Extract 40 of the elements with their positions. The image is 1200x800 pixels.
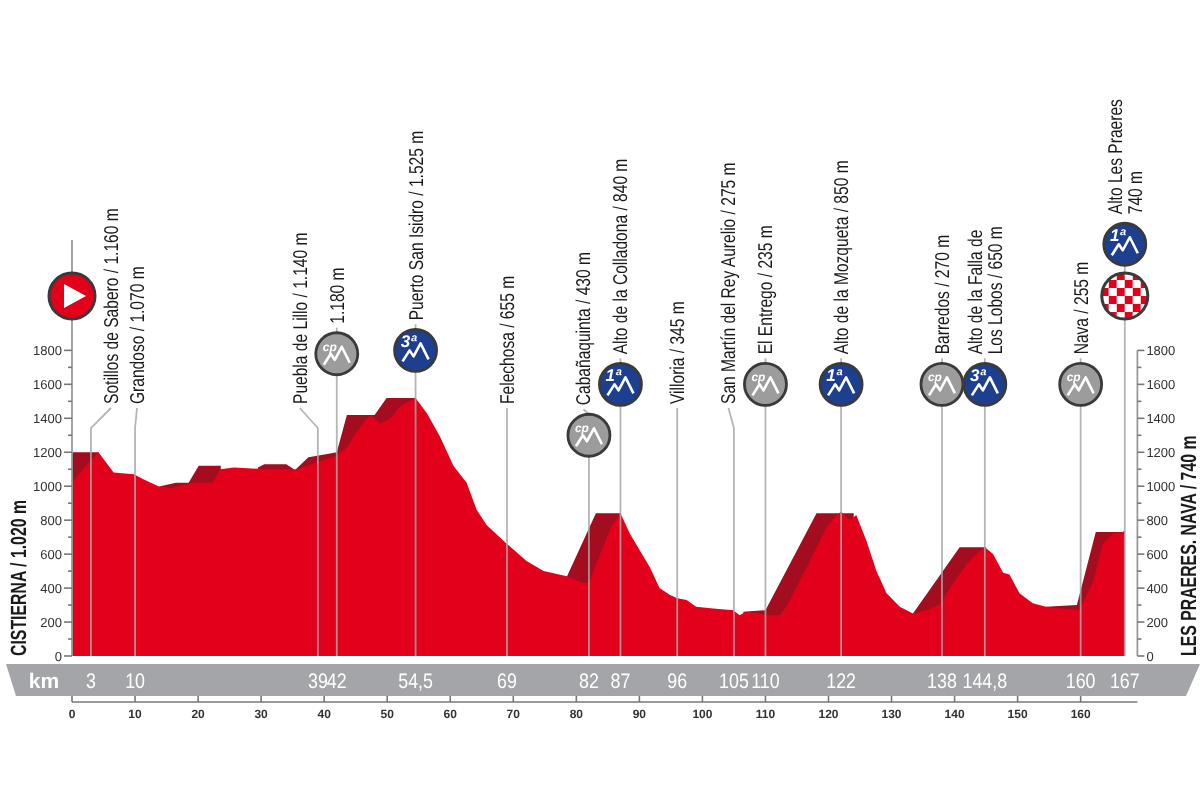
x2-tick-label: 54,5: [398, 670, 433, 695]
x2-tick-label: 69: [497, 670, 517, 695]
ref-line-label: Felechosa / 655 m: [496, 275, 519, 404]
ref-line-label: Puerto San Isidro / 1.525 m: [404, 130, 428, 321]
x2-tick-label: 39: [307, 670, 328, 695]
ref-line-label: Grandoso / 1.070 m: [126, 266, 149, 404]
ref-line-label: Alto de la Mozqueta / 850 m: [830, 160, 853, 355]
x2-axis-title: km: [28, 670, 60, 694]
x2-tick-label: 3: [85, 670, 96, 695]
x2-tick-label: 105: [719, 670, 749, 695]
ref-line-label: Sotillos de Sabero / 1.160 m: [100, 208, 123, 404]
x2-tick-label: 42: [326, 670, 347, 695]
y2-axis-title: LES PRAERES. NAVA / 740 m: [1177, 435, 1200, 656]
y-axis-title: CISTIERNA / 1.020 m: [7, 499, 33, 656]
annotation: 3ª: [969, 365, 988, 386]
x2-tick-label: 82: [579, 670, 599, 695]
ref-line-label: El Entrego / 235 m: [754, 225, 777, 355]
x2-tick-label: 144,8: [962, 670, 1008, 695]
ref-line-label: Nava / 255 m: [1069, 261, 1093, 355]
ref-line-label: Villoria / 345 m: [666, 301, 689, 404]
x2-tick-label: 122: [826, 670, 856, 695]
x2-tick-label: 160: [1065, 670, 1097, 695]
ref-line-label: San Martín del Rey Aurelio / 275 m: [717, 162, 740, 404]
x2-tick-label: 87: [610, 670, 631, 695]
x2-tick-label: 138: [927, 670, 957, 695]
ref-line-label: Alto de la Colladona / 840 m: [609, 158, 632, 355]
ref-line-label: Cabañaquinta / 430 m: [572, 251, 595, 406]
ref-line-label: Alto Les Praeres 740 m: [1103, 98, 1147, 215]
annotation: 1ª: [1109, 225, 1128, 246]
ref-line-label: 1.180 m: [325, 267, 349, 324]
ref-line-label: Barredos / 270 m: [931, 234, 954, 355]
annotation: 1ª: [826, 365, 844, 386]
x2-tick-label: 10: [125, 670, 147, 695]
annotation: 3ª: [400, 331, 419, 352]
x2-tick-label: 167: [1109, 670, 1140, 695]
x2-tick-label: 96: [667, 670, 688, 695]
annotation: 1ª: [605, 365, 624, 386]
ref-line-label: Puebla de Lillo / 1.140 m: [288, 232, 312, 404]
x2-tick-label: 110: [751, 670, 781, 695]
ref-line-label: Alto de la Falla de Los Lobos / 650 m: [964, 226, 1007, 355]
